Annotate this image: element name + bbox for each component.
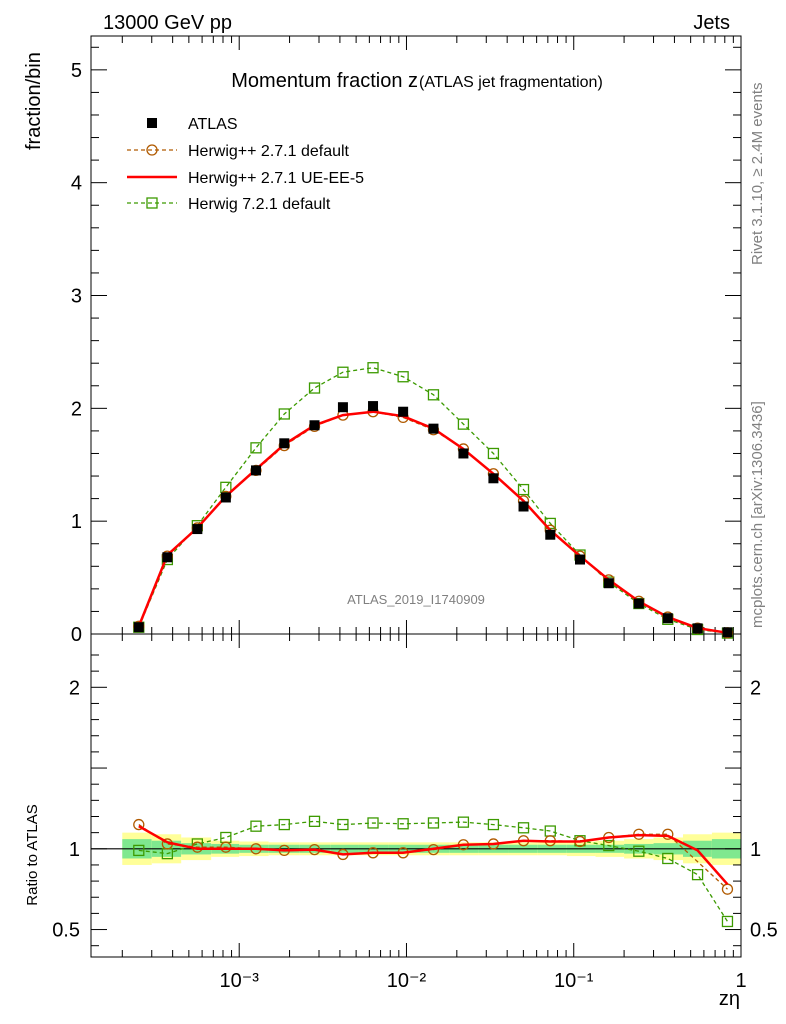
legend-marker-atlas <box>147 118 157 128</box>
y-tick-label: 1 <box>71 511 82 533</box>
main-point-atlas <box>250 465 261 476</box>
x-tick-label: 10⁻² <box>387 970 427 992</box>
main-point-herwig-7-2-1-default <box>487 447 500 460</box>
y-tick-label: 2 <box>71 398 82 420</box>
main-point-atlas <box>458 448 469 459</box>
ratio-point-herwig-2-7-1-default <box>133 818 145 831</box>
ratio-y-tick-label: 2 <box>69 677 80 699</box>
ratio-point-herwig-7-2-1-default <box>308 815 321 827</box>
legend-label-atlas: ATLAS <box>188 116 238 133</box>
y-tick-label: 5 <box>71 60 82 82</box>
analysis-watermark: ATLAS_2019_I1740909 <box>347 592 485 607</box>
main-point-atlas <box>545 529 556 540</box>
ratio-point-herwig-7-2-1-default <box>427 817 440 829</box>
y-tick-label: 0 <box>71 624 82 646</box>
chart-title: Momentum fraction z <box>231 70 418 92</box>
ratio-y-tick-label-right: 0.5 <box>750 920 778 942</box>
ratio-line-herwig-2-7-1-ue-ee-5 <box>138 825 729 886</box>
y-tick-label: 3 <box>71 286 82 308</box>
ratio-point-herwig-7-2-1-default <box>457 816 470 828</box>
ratio-point-herwig-7-2-1-default <box>487 818 500 831</box>
main-point-atlas <box>279 438 290 449</box>
x-axis-label: zη <box>719 988 740 1010</box>
main-point-atlas <box>722 627 733 638</box>
chart-subtitle: (ATLAS jet fragmentation) <box>419 74 603 91</box>
main-point-atlas <box>192 524 203 535</box>
x-tick-label: 1 <box>735 970 746 992</box>
ratio-y-tick-label-right: 2 <box>750 677 761 699</box>
main-point-atlas <box>337 402 348 413</box>
main-point-herwig-7-2-1-default <box>367 362 379 374</box>
ratio-point-herwig-7-2-1-default <box>721 915 734 928</box>
main-point-herwig-7-2-1-default <box>220 481 232 493</box>
main-point-atlas <box>398 406 409 417</box>
ratio-point-herwig-7-2-1-default <box>691 868 704 881</box>
main-point-herwig-7-2-1-default <box>517 483 530 496</box>
y-tick-label: 4 <box>71 173 82 195</box>
main-point-herwig-7-2-1-default <box>397 371 409 383</box>
ratio-point-herwig-7-2-1-default <box>633 845 645 857</box>
main-point-atlas <box>220 492 231 503</box>
main-point-herwig-7-2-1-default <box>427 389 440 401</box>
ratio-point-herwig-2-7-1-default <box>662 828 674 840</box>
legend-label-herwigpp-ue-ee-5: Herwig++ 2.7.1 UE-EE-5 <box>188 170 364 187</box>
ratio-point-herwig-2-7-1-default <box>220 841 232 853</box>
main-point-atlas <box>692 623 703 634</box>
mcplots-credit-label: mcplots.cern.ch [arXiv:1306.3436] <box>749 401 766 628</box>
main-point-herwig-7-2-1-default <box>457 418 470 430</box>
process-label: Jets <box>693 12 730 34</box>
y-axis-label: fraction/bin <box>23 52 45 150</box>
main-point-atlas <box>488 473 499 484</box>
ratio-point-herwig-7-2-1-default <box>250 820 262 832</box>
legend-label-herwigpp-default: Herwig++ 2.7.1 default <box>188 143 350 160</box>
ratio-plot-frame <box>90 633 742 958</box>
legend-marker-herwigpp-default <box>146 144 158 156</box>
ratio-point-herwig-7-2-1-default <box>517 822 530 834</box>
main-point-herwig-7-2-1-default <box>278 408 290 420</box>
legend: ATLAS Herwig++ 2.7.1 default Herwig++ 2.… <box>127 116 364 213</box>
ratio-point-herwig-7-2-1-default <box>337 818 349 831</box>
main-point-atlas <box>368 401 379 412</box>
main-point-atlas <box>633 598 644 609</box>
main-point-atlas <box>662 613 673 624</box>
x-tick-label: 10⁻³ <box>219 970 259 992</box>
ratio-line-herwig-7-2-1-default <box>138 820 729 922</box>
ratio-point-herwig-7-2-1-default <box>397 818 409 830</box>
ratio-point-herwig-7-2-1-default <box>133 844 145 857</box>
ratio-point-herwig-7-2-1-default <box>367 817 379 829</box>
main-point-herwig-7-2-1-default <box>250 442 262 454</box>
main-point-atlas <box>133 622 144 633</box>
main-point-atlas <box>518 501 529 512</box>
ratio-y-tick-label: 0.5 <box>52 920 80 942</box>
main-point-atlas <box>309 420 320 431</box>
energy-label: 13000 GeV pp <box>103 12 232 34</box>
main-point-herwig-7-2-1-default <box>308 382 321 394</box>
ratio-point-herwig-7-2-1-default <box>603 839 615 852</box>
ratio-y-axis-label: Ratio to ATLAS <box>24 804 41 905</box>
main-point-herwig-7-2-1-default <box>337 366 349 378</box>
main-point-atlas <box>603 578 614 589</box>
ratio-y-tick-label-right: 1 <box>750 839 761 861</box>
ratio-point-herwig-7-2-1-default <box>662 852 674 865</box>
legend-label-herwig7-default: Herwig 7.2.1 default <box>188 196 331 213</box>
main-line-herwig-7-2-1-default <box>138 367 728 634</box>
x-tick-label: 10⁻¹ <box>554 970 594 992</box>
series-layer <box>133 362 734 928</box>
legend-marker-herwig7-default <box>146 197 158 209</box>
rivet-version-label: Rivet 3.1.10, ≥ 2.4M events <box>749 83 766 266</box>
axes-layer: 10⁻³ 10⁻² 10⁻¹ 1 0 1 2 3 4 5 0.5 0.5 1 1 2 2 <box>52 35 778 992</box>
main-point-atlas <box>428 423 439 434</box>
main-point-atlas <box>574 554 585 565</box>
main-point-atlas <box>162 552 173 563</box>
ratio-point-herwig-7-2-1-default <box>278 818 290 831</box>
ratio-y-tick-label: 1 <box>69 839 80 861</box>
